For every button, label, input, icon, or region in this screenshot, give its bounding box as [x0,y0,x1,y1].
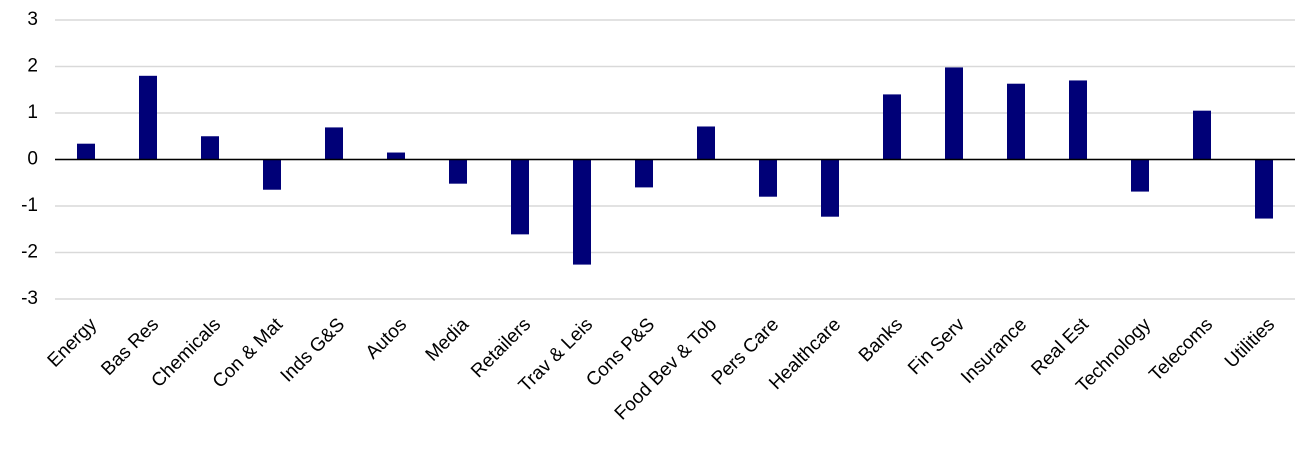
x-tick-label: Media [422,314,474,366]
y-tick-label: -3 [21,288,38,309]
bar [263,159,281,190]
bar [945,67,963,160]
bar [635,159,653,188]
y-tick-label: -1 [21,195,38,216]
bar [697,126,715,160]
bar [387,152,405,160]
bar [77,143,95,160]
bar [1007,83,1025,160]
bar [139,75,157,160]
bar [511,159,529,235]
x-tick-label: Fin Serv [904,314,969,379]
bar [821,159,839,217]
x-tick-label: Energy [44,314,102,372]
x-tick-label: Autos [362,314,411,363]
bar [883,94,901,160]
x-tick-label: Inds G&S [277,314,349,386]
y-tick-label: 3 [27,9,38,30]
x-tick-label: Banks [855,314,907,366]
y-tick-label: 1 [27,102,38,123]
bar [325,127,343,160]
y-tick-label: 0 [27,149,38,170]
bar [1069,80,1087,160]
bar [1131,159,1149,192]
bar [1193,110,1211,160]
x-tick-label: Utilities [1221,314,1279,372]
x-tick-label: Insurance [957,314,1031,388]
bar [201,136,219,160]
y-tick-label: -2 [21,242,38,263]
x-tick-label: Telecoms [1145,314,1217,386]
bar [573,159,591,265]
bar [759,159,777,197]
y-tick-label: 2 [27,56,38,77]
bar [449,159,467,184]
bar [1255,159,1273,219]
